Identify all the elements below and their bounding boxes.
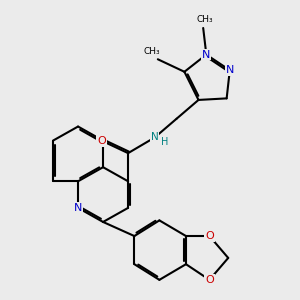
Text: N: N [74,203,82,213]
Text: O: O [205,275,214,285]
Text: N: N [202,50,211,60]
Text: N: N [151,133,159,142]
Text: H: H [161,137,169,147]
Text: O: O [205,231,214,241]
Text: O: O [97,136,106,146]
Text: CH₃: CH₃ [143,47,160,56]
Text: CH₃: CH₃ [196,15,213,24]
Text: N: N [226,65,234,75]
